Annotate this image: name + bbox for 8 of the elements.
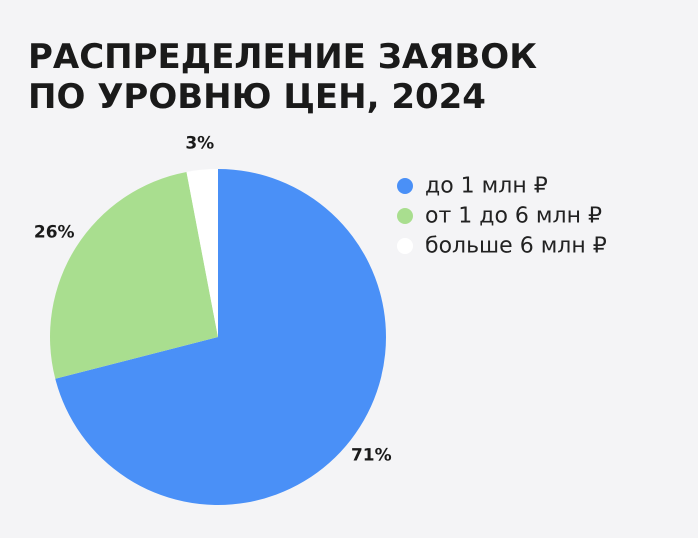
data-label: 3% (185, 134, 214, 154)
chart-title: РАСПРЕДЕЛЕНИЕ ЗАЯВОК ПО УРОВНЮ ЦЕН, 2024 (28, 37, 538, 117)
legend-label: больше 6 млн ₽ (425, 234, 607, 258)
data-label: 71% (350, 446, 392, 466)
pie-slice (186, 169, 218, 337)
legend-label: от 1 до 6 млн ₽ (425, 204, 602, 228)
data-label: 26% (34, 222, 75, 243)
legend-label: до 1 млн ₽ (425, 174, 548, 198)
